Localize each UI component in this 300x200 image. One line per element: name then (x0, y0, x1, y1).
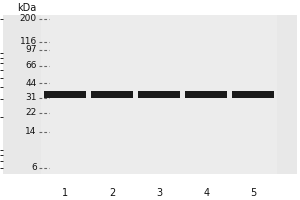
Bar (41, 15, 277, 174)
Text: 2: 2 (109, 188, 115, 198)
Bar (44, 91, 86, 98)
Text: 31: 31 (25, 93, 37, 102)
Text: 5: 5 (250, 188, 256, 198)
Text: 97: 97 (25, 45, 37, 54)
Text: 22: 22 (26, 108, 37, 117)
Bar (91, 91, 133, 98)
Text: 3: 3 (156, 188, 162, 198)
Bar (232, 91, 274, 98)
Bar (138, 91, 180, 98)
Text: 44: 44 (26, 79, 37, 88)
Text: 1: 1 (62, 188, 68, 198)
Text: 6: 6 (31, 163, 37, 172)
Text: kDa: kDa (17, 3, 37, 13)
Text: 14: 14 (26, 127, 37, 136)
Text: 200: 200 (20, 14, 37, 23)
Text: 116: 116 (20, 37, 37, 46)
Text: 4: 4 (203, 188, 209, 198)
Bar (185, 91, 227, 98)
Text: 66: 66 (25, 61, 37, 70)
